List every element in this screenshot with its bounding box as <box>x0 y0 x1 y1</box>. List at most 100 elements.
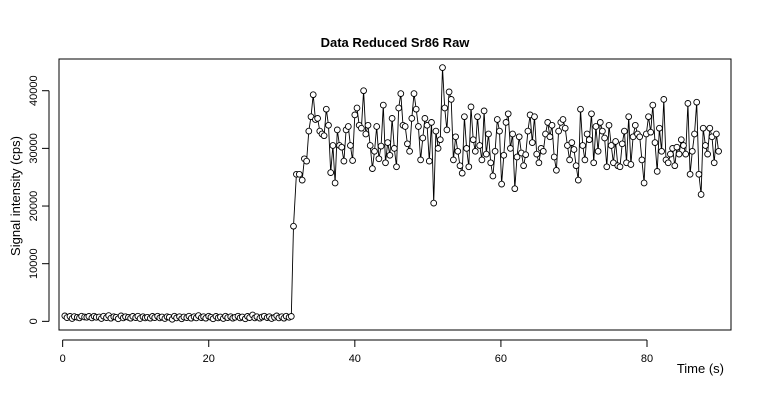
data-point <box>581 156 589 164</box>
data-point <box>436 136 444 144</box>
data-point <box>322 105 330 113</box>
data-point <box>410 90 418 97</box>
data-point <box>566 156 573 164</box>
data-point <box>695 170 703 178</box>
data-point <box>375 155 383 163</box>
data-point <box>366 142 374 149</box>
data-point <box>406 147 413 155</box>
data-point <box>601 134 608 142</box>
data-point <box>621 127 628 135</box>
data-point <box>441 104 449 112</box>
data-point <box>384 139 392 146</box>
x-axis-label: Time (s) <box>677 361 724 376</box>
data-point <box>401 123 409 130</box>
data-point <box>493 116 501 123</box>
data-point <box>561 124 569 132</box>
data-point <box>353 104 361 112</box>
series-line <box>64 67 720 320</box>
data-point <box>298 176 306 184</box>
data-point <box>590 159 598 167</box>
data-point <box>358 124 365 132</box>
data-point <box>362 130 370 138</box>
data-point <box>673 143 681 151</box>
data-point <box>513 153 521 161</box>
data-point <box>553 166 560 174</box>
data-point <box>682 150 690 158</box>
series-layer <box>61 64 722 323</box>
data-point <box>520 162 527 170</box>
data-point <box>710 159 718 167</box>
data-point <box>647 128 655 136</box>
data-point <box>471 147 479 155</box>
data-point <box>677 136 685 144</box>
data-point <box>522 151 530 159</box>
data-point <box>496 127 503 135</box>
data-point <box>303 157 310 165</box>
data-point <box>327 169 335 176</box>
data-point <box>465 163 473 171</box>
data-point <box>645 113 652 121</box>
y-tick-label: 30000 <box>28 133 40 164</box>
data-point <box>447 96 455 103</box>
data-point <box>377 142 385 150</box>
data-point <box>314 115 321 122</box>
data-point <box>713 130 720 138</box>
data-point <box>456 162 464 170</box>
data-point <box>412 105 420 113</box>
data-point <box>555 127 562 135</box>
data-point <box>432 127 440 135</box>
data-point <box>500 151 508 159</box>
data-point <box>627 161 635 168</box>
data-point <box>535 159 543 167</box>
data-point <box>397 90 405 97</box>
data-point <box>704 150 711 158</box>
data-point <box>386 151 394 159</box>
data-point <box>671 162 679 170</box>
y-tick-label: 0 <box>28 318 40 324</box>
data-point <box>482 150 490 158</box>
data-point <box>478 156 486 164</box>
data-point <box>425 157 433 165</box>
data-point <box>476 142 484 149</box>
data-point <box>640 179 648 187</box>
data-point <box>290 222 297 230</box>
data-point <box>452 133 459 141</box>
data-point <box>531 113 538 121</box>
data-point <box>675 150 683 158</box>
data-point <box>373 123 381 130</box>
data-point <box>450 156 457 164</box>
data-point <box>546 133 554 141</box>
data-point <box>574 176 582 184</box>
data-point <box>430 199 438 207</box>
y-tick-label: 10000 <box>28 248 40 279</box>
data-point <box>702 142 709 149</box>
y-tick-label: 20000 <box>28 191 40 222</box>
data-point <box>320 132 328 140</box>
data-point <box>382 159 389 167</box>
data-point <box>515 133 523 141</box>
data-point <box>344 123 352 130</box>
data-point <box>390 145 398 152</box>
data-point <box>667 150 674 158</box>
data-point <box>653 168 661 175</box>
data-point <box>491 147 499 155</box>
data-point <box>504 110 512 118</box>
data-point <box>395 104 403 112</box>
data-point <box>533 150 541 158</box>
data-point <box>489 172 497 180</box>
x-tick-label: 0 <box>60 353 66 365</box>
data-point <box>592 123 600 130</box>
data-point <box>347 142 354 149</box>
data-point <box>715 147 722 155</box>
data-point <box>528 139 536 146</box>
data-point <box>474 113 481 121</box>
data-point <box>638 156 646 164</box>
data-point <box>388 115 396 122</box>
data-point <box>454 147 462 155</box>
plot-area <box>58 58 732 331</box>
data-point <box>596 119 604 126</box>
data-point <box>697 191 705 198</box>
data-point <box>331 179 339 187</box>
chart-title: Data Reduced Sr86 Raw <box>321 35 471 50</box>
data-point <box>588 110 595 118</box>
